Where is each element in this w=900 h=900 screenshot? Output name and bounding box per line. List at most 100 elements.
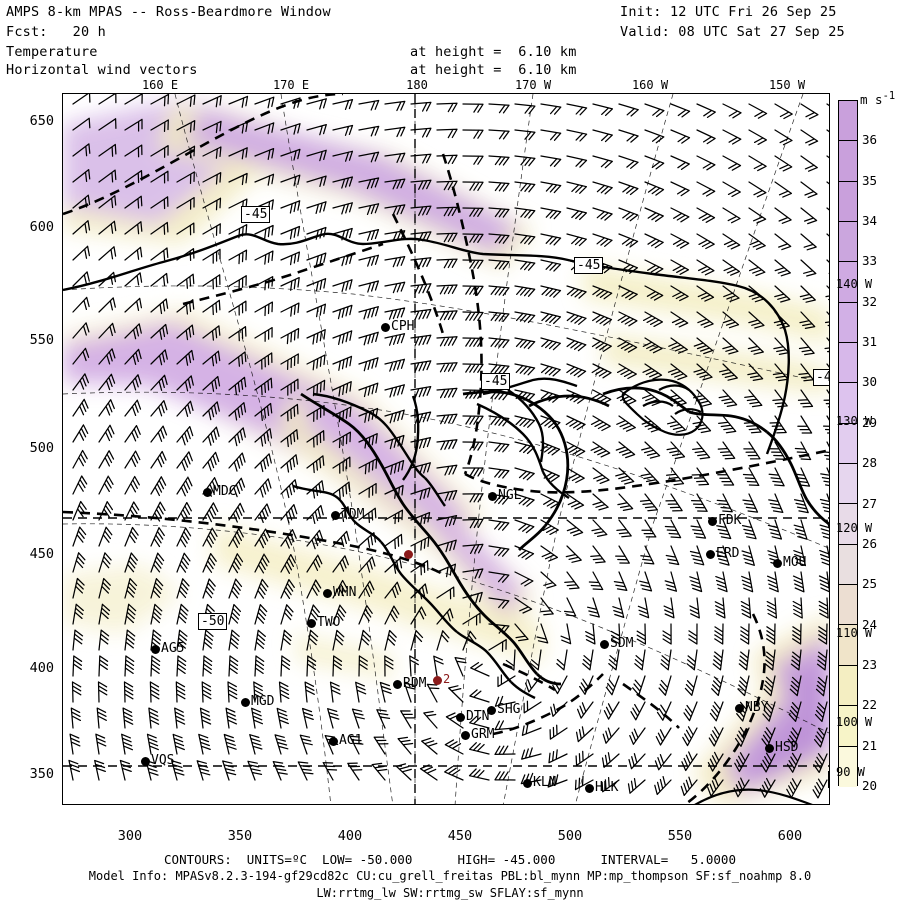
wind-barb — [514, 493, 535, 507]
wind-barb — [202, 274, 221, 290]
wind-barb — [644, 259, 664, 275]
wind-barb — [716, 519, 732, 540]
y-tick-500: 500 — [29, 440, 54, 456]
wind-barb — [540, 467, 560, 482]
wind-barb — [454, 656, 467, 677]
wind-barb — [707, 777, 724, 797]
wind-barb — [384, 655, 394, 677]
wind-barb — [588, 571, 604, 591]
wind-barb — [280, 655, 291, 677]
wind-barb — [410, 101, 432, 112]
lon-tick-160e: 160 E — [141, 78, 179, 92]
contour-label-neg45: -45 — [828, 771, 829, 788]
wind-barb — [124, 424, 141, 443]
wind-barb — [433, 655, 444, 677]
wind-barb — [488, 639, 507, 652]
station-dot-icon — [241, 698, 250, 707]
wind-barb — [351, 708, 365, 729]
wind-barb — [332, 579, 348, 599]
wind-barb — [202, 502, 219, 523]
wind-barb — [540, 441, 561, 456]
isotach-shading — [63, 99, 829, 804]
x-tick-600: 600 — [777, 828, 803, 844]
wind-barb — [615, 467, 635, 485]
wind-barb — [462, 518, 484, 529]
wind-barb — [641, 519, 657, 538]
wind-barb — [228, 249, 248, 265]
wind-barb — [410, 360, 432, 373]
wind-barb — [759, 777, 776, 798]
wind-barb — [280, 251, 301, 266]
wind-barb — [826, 233, 829, 237]
wind-barb — [124, 450, 141, 469]
wind-barb — [722, 337, 739, 355]
coast-bottom — [694, 788, 813, 804]
wind-barb — [681, 751, 698, 772]
wind-barb — [670, 259, 690, 275]
wind-barb — [306, 655, 317, 677]
station-dot-icon — [307, 619, 316, 628]
wind-barb — [800, 233, 817, 251]
wind-barb — [358, 556, 376, 573]
wind-barb — [618, 207, 639, 222]
wind-barb — [202, 527, 218, 548]
wind-barb — [615, 545, 630, 564]
wind-barb — [627, 777, 646, 794]
station-dot-icon — [331, 511, 340, 520]
wind-barb — [608, 649, 620, 671]
wind-barb — [636, 623, 647, 645]
wind-barb — [462, 389, 484, 399]
wind-barb — [436, 539, 457, 553]
wind-barb — [773, 311, 790, 329]
wind-barb — [540, 233, 562, 246]
colorbar[interactable] — [838, 100, 858, 787]
wind-barb — [410, 231, 432, 242]
wind-barb — [228, 502, 245, 523]
wind-barb — [202, 451, 220, 472]
wind-barb — [176, 578, 190, 599]
wind-barb — [228, 477, 246, 498]
wind-barb — [617, 493, 634, 512]
wind-barb — [176, 375, 194, 392]
wind-barb — [462, 129, 484, 139]
wind-barb — [799, 285, 816, 303]
station-label: VQS — [151, 753, 175, 768]
wind-barb — [514, 337, 536, 350]
colorbar-tick-20: 20 — [862, 778, 878, 793]
station-label: AG1 — [339, 733, 363, 748]
wind-barb — [812, 778, 828, 799]
wind-barb — [124, 577, 138, 599]
wind-barb — [149, 681, 160, 703]
station-label: DTN — [466, 709, 490, 724]
wind-barb — [358, 655, 368, 677]
wind-barb — [774, 207, 792, 224]
wind-barb — [628, 753, 646, 770]
wind-barb — [505, 649, 516, 671]
wind-barb — [280, 123, 301, 135]
wind-barb — [642, 337, 663, 354]
wind-barb — [616, 519, 632, 538]
station-dot-icon — [203, 488, 212, 497]
wind-barb — [798, 363, 814, 382]
wind-barb — [436, 413, 458, 425]
map-plot-area[interactable]: CPH MDC TDM NGL FDK ERD MOU WHN TWO AG5 SDM RDM MGD N… — [62, 93, 830, 805]
wind-barb — [332, 98, 354, 111]
wind-barb — [818, 571, 829, 593]
wind-barb — [592, 207, 613, 221]
wind-barb — [332, 481, 351, 500]
wind-barb — [223, 733, 237, 755]
wind-barb — [601, 776, 620, 793]
station-label: TDM — [341, 507, 365, 522]
wind-barb — [280, 604, 294, 625]
wind-barb — [665, 493, 683, 512]
contour-label-neg45: -45 — [481, 373, 511, 390]
wind-barb — [306, 354, 326, 371]
lon-tick-170w: 170 W — [514, 78, 552, 92]
wind-barb — [748, 155, 767, 172]
wind-barb — [615, 441, 636, 459]
wind-barb — [72, 168, 91, 183]
wind-barb — [436, 608, 454, 625]
wind-barb — [280, 353, 299, 371]
wind-barb — [819, 519, 829, 539]
